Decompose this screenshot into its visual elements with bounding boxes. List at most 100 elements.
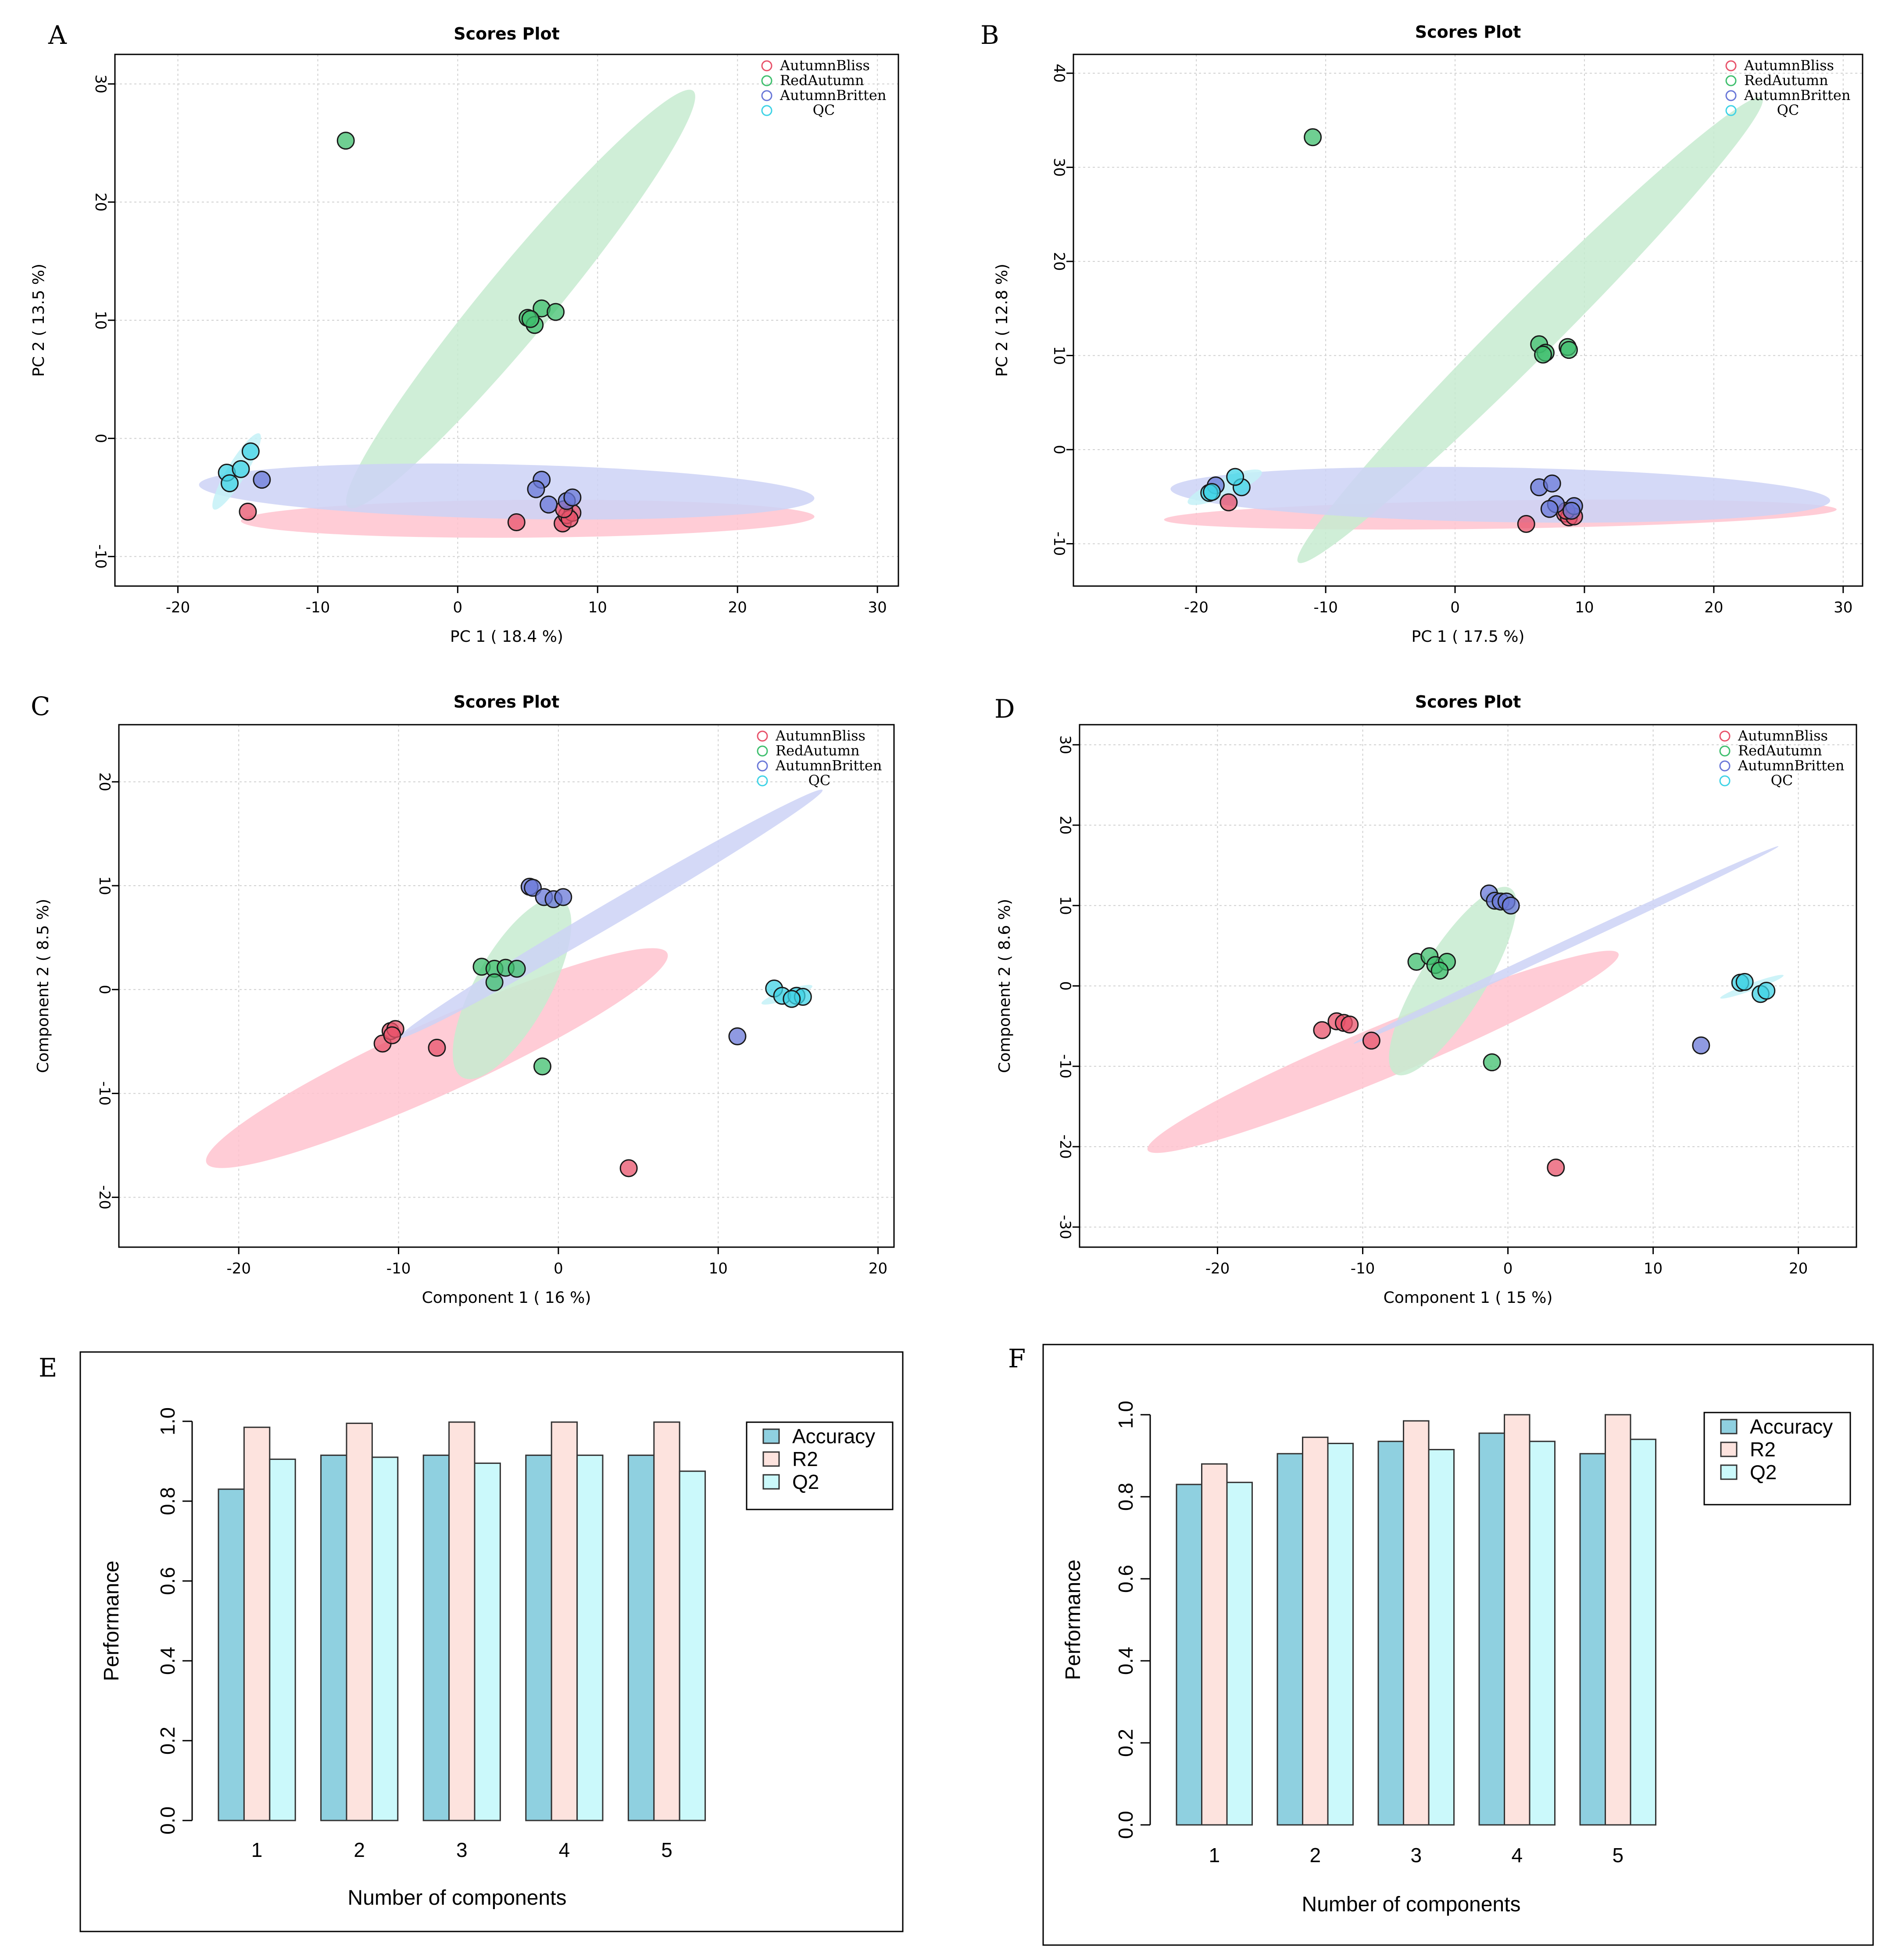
x-tick-label: -20 (1205, 1260, 1230, 1277)
x-tick-label: 20 (728, 599, 747, 616)
x-axis-label: Component 1 ( 15 %) (1384, 1289, 1553, 1307)
y-tick-label: 0.2 (156, 1727, 179, 1755)
grid-lines (115, 54, 898, 586)
x-tick-label: -10 (1313, 599, 1338, 616)
data-point-qc (1226, 468, 1244, 486)
confidence-ellipse-redautumn (346, 89, 695, 508)
panel-letter: A (48, 20, 67, 50)
y-tick-label: -20 (1056, 1134, 1074, 1159)
y-axis-label: Component 2 ( 8.6 %) (996, 899, 1014, 1073)
data-point-redautumn (336, 132, 355, 150)
legend-label: R2 (1750, 1438, 1776, 1461)
data-point-redautumn (521, 310, 540, 328)
performance-plot-f: F 1 2 3 4 5 0.0 0.2 0.4 0.6 0.8 1.0 Number of compon… (1008, 1344, 1874, 1946)
plot-frame (1073, 54, 1863, 587)
y-tick-label: 1.0 (1114, 1401, 1137, 1429)
confidence-ellipse-redautumn (1297, 97, 1763, 563)
legend-swatch-accuracy (1720, 1419, 1738, 1434)
bar-accuracy (627, 1454, 655, 1821)
figure-border (1042, 1344, 1874, 1946)
data-point-autumnbritten (563, 488, 582, 507)
legend-label: QC (808, 772, 831, 789)
bar-q2 (1529, 1441, 1556, 1826)
bar-accuracy (525, 1454, 552, 1821)
legend-marker-autumnbliss (761, 60, 772, 72)
bar-r2 (1403, 1420, 1430, 1826)
legend-label: RedAutumn (1744, 72, 1828, 89)
bar-accuracy (422, 1454, 450, 1821)
legend-label: QC (1771, 772, 1793, 789)
x-tick-label: 3 (456, 1838, 468, 1861)
x-tick-label: 1 (251, 1838, 263, 1861)
y-tick-label: 0.6 (1114, 1565, 1137, 1593)
y-tick-label: -10 (1050, 532, 1068, 556)
data-point-redautumn (1304, 128, 1322, 147)
confidence-ellipse-autumnbritten (400, 790, 823, 1038)
bar-r2 (1504, 1414, 1531, 1826)
data-point-autumnbritten (554, 888, 572, 906)
data-point-redautumn (1560, 341, 1578, 359)
y-tick-label: 0 (92, 434, 109, 444)
x-tick-label: 0 (1450, 599, 1460, 616)
y-tick-label: 0 (1050, 445, 1068, 454)
x-tick-label: 20 (1789, 1260, 1808, 1277)
data-point-qc (232, 460, 250, 478)
bar-r2 (1201, 1463, 1228, 1826)
data-point-autumnbritten (1502, 896, 1520, 915)
bar-accuracy (320, 1454, 347, 1821)
legend-label: Q2 (1750, 1461, 1777, 1484)
bar-q2 (474, 1463, 501, 1821)
panel-letter: F (1008, 1344, 1026, 1373)
scores-plot-a: A Scores Plot -20 -10 0 10 20 30 -10 0 10 20 30 PC 1 … (30, 20, 899, 646)
y-axis-label: Performance (1062, 1559, 1085, 1680)
data-point-autumnbliss (239, 502, 257, 521)
legend-marker-qc (1719, 775, 1731, 787)
bar-q2 (1226, 1481, 1253, 1826)
x-tick-label: -10 (1351, 1260, 1375, 1277)
legend-label: AutumnBritten (775, 757, 882, 774)
y-tick-label: 0 (96, 985, 113, 994)
legend-swatch-r2 (1720, 1441, 1738, 1457)
y-tick-label: 0.6 (156, 1567, 179, 1595)
legend-label: AutumnBritten (780, 87, 886, 104)
data-point-redautumn (508, 959, 526, 978)
plot-frame (118, 724, 895, 1248)
legend-swatch-q2 (762, 1474, 780, 1490)
data-point-autumnbritten (540, 495, 558, 514)
legend-marker-autumnbritten (761, 90, 772, 101)
y-tick-label: 30 (1050, 158, 1068, 177)
y-tick-label: -10 (96, 1081, 113, 1106)
x-tick-label: -10 (386, 1260, 411, 1277)
y-axis-label: PC 2 ( 13.5 %) (30, 264, 48, 377)
x-tick-label: -20 (226, 1260, 251, 1277)
data-point-redautumn (1483, 1053, 1501, 1072)
performance-plot-e: E 1 2 3 4 5 0.0 0.2 0.4 0.6 0.8 1.0 Number of compon… (39, 1351, 904, 1932)
x-tick-label: 2 (1309, 1844, 1321, 1867)
legend-marker-autumnbritten (1719, 760, 1731, 772)
data-point-qc (1203, 483, 1221, 501)
data-point-autumnbritten (1562, 501, 1581, 520)
bar-q2 (679, 1470, 706, 1821)
legend-label: RedAutumn (776, 742, 860, 759)
legend-swatch-accuracy (762, 1428, 780, 1444)
x-tick-label: 0 (1503, 1260, 1513, 1277)
x-tick-label: -10 (306, 599, 330, 616)
data-point-autumnbliss (1547, 1159, 1565, 1177)
x-tick-label: 30 (1834, 599, 1852, 616)
data-point-autumnbritten (253, 471, 271, 489)
y-tick-label: 0.2 (1114, 1729, 1137, 1757)
scores-plot-b: B Scores Plot -20 -10 0 10 20 30 -10 0 10 20 30 40 PC … (980, 20, 1863, 646)
bar-accuracy (1176, 1484, 1202, 1826)
legend-label: AutumnBliss (1744, 57, 1834, 74)
data-point-autumnbliss (1517, 515, 1535, 533)
legend-marker-qc (757, 775, 768, 787)
plot-title: Scores Plot (1415, 692, 1521, 712)
legend-marker-redautumn (757, 745, 768, 757)
confidence-ellipse-autumnbritten (1353, 846, 1779, 1044)
data-point-autumnbliss (619, 1159, 638, 1177)
plot-title: Scores Plot (1415, 22, 1521, 42)
bar-accuracy (218, 1488, 245, 1821)
